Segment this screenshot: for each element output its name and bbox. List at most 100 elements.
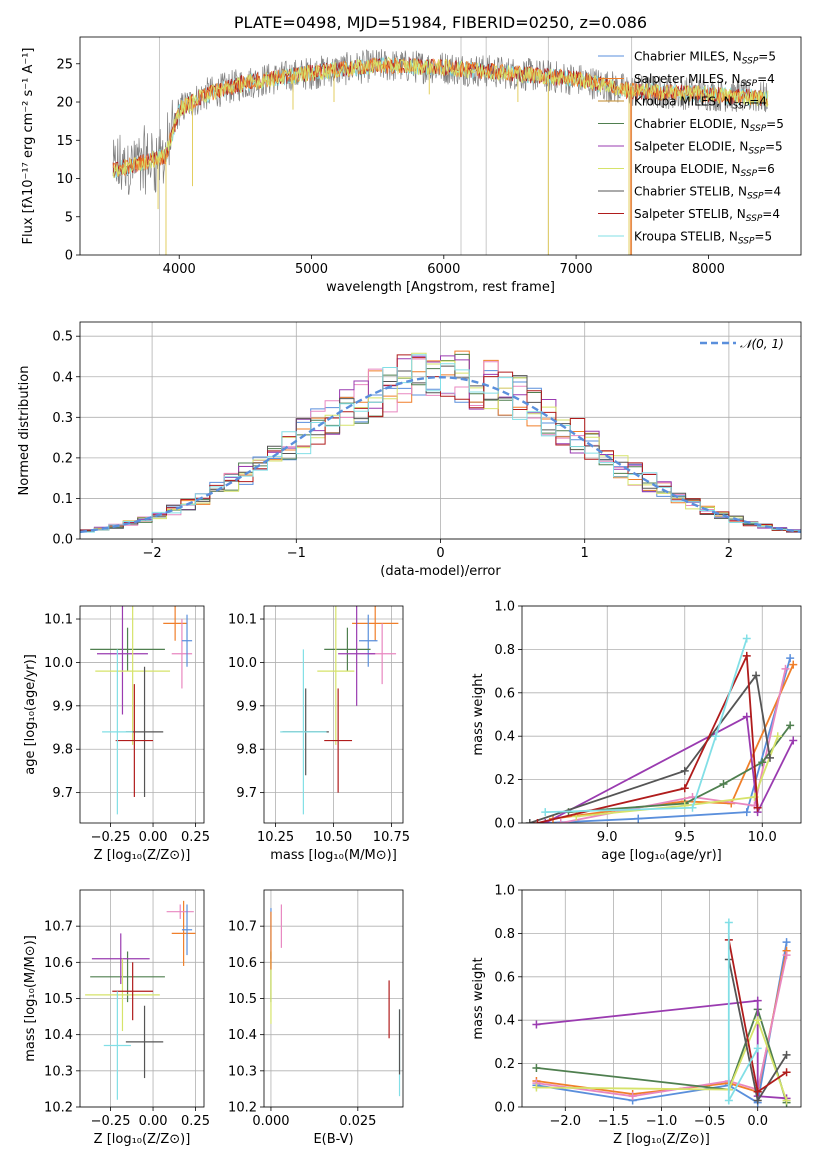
legend-text: Kroupa STELIB, N	[634, 230, 738, 244]
legend-text: Chabrier MILES, N	[634, 50, 742, 64]
y-tick-label: 0.8	[494, 927, 515, 942]
x-tick-label: −1.0	[646, 1114, 678, 1129]
y-tick-label: 9.7	[236, 786, 257, 801]
x-tick-label: 10.75	[373, 830, 410, 845]
series-marker	[724, 918, 733, 927]
series-marker	[753, 1096, 762, 1105]
series-marker	[724, 1096, 733, 1105]
series-line	[545, 638, 748, 813]
axes-frame	[79, 889, 205, 1108]
series-line	[544, 715, 795, 823]
legend-sub: SSP	[747, 192, 764, 202]
legend-tail: =4	[749, 95, 767, 109]
y-tick-label: 0.1	[52, 492, 73, 507]
x-tick-label: 8000	[692, 262, 725, 277]
y-tick-label: 10.0	[44, 656, 73, 671]
series-marker	[773, 732, 782, 741]
y-tick-label: 0.0	[52, 533, 73, 548]
y-tick-label: 0.2	[494, 1057, 515, 1072]
y-tick-label: 0.2	[494, 773, 515, 788]
y-tick-label: 1.0	[494, 884, 515, 899]
x-tick-label: −1	[287, 546, 306, 561]
y-tick-label: 10.2	[228, 1101, 257, 1116]
legend-text: Chabrier ELODIE, N	[634, 117, 750, 131]
plot-area	[80, 350, 801, 534]
y-tick-label: 25	[56, 57, 73, 72]
series-marker	[742, 634, 751, 643]
y-tick-label: 0.0	[494, 1101, 515, 1116]
series-marker	[533, 819, 542, 823]
y-tick-label: 0.4	[494, 1014, 515, 1029]
series-marker	[781, 664, 790, 673]
series-marker	[766, 753, 774, 762]
legend-tail: =4	[764, 185, 782, 199]
x-tick-label: 0	[436, 546, 444, 561]
plot-area	[280, 606, 399, 815]
series-marker	[789, 736, 798, 745]
axes-age_vs_Z: −0.25 0.00 0.25 9.7 9.8 9.9 10.0 10.1 Z [log₁₀(Z…	[23, 605, 210, 863]
legend-entry: Salpeter STELIB, NSSP=4	[634, 207, 780, 224]
y-tick-label: 10.7	[228, 920, 257, 935]
y-tick-label: 10.5	[228, 992, 257, 1007]
legend-tail: =6	[757, 162, 775, 176]
axes-age_vs_mass: 10.25 10.50 10.75 9.7 9.8 9.9 10.0 10.1 mass [lo…	[228, 605, 410, 863]
series-marker	[532, 1083, 541, 1092]
x-tick-label: 0.00	[139, 830, 168, 845]
series-line	[545, 657, 791, 823]
legend-tail: =5	[766, 117, 784, 131]
y-tick-label: 0.0	[494, 817, 515, 832]
axes-frame	[263, 889, 404, 1108]
series-marker	[711, 732, 720, 741]
y-tick-label: 0	[65, 249, 73, 264]
x-tick-label: −0.25	[91, 830, 131, 845]
series-marker	[782, 1050, 791, 1059]
axes-spectrum: 4000 5000 6000 7000 8000 0 5 10 15 20 25 wavelength…	[21, 36, 802, 295]
x-tick-label: −2	[143, 546, 162, 561]
legend-entry: Salpeter MILES, NSSP=4	[634, 72, 775, 89]
x-tick-label: 4000	[163, 262, 196, 277]
series-marker	[719, 779, 728, 788]
series-line	[536, 1017, 788, 1101]
axes-frame	[79, 36, 802, 256]
x-tick-label: 0.025	[339, 1114, 376, 1129]
x-tick-label: −1.5	[598, 1114, 630, 1129]
plot-area	[270, 904, 401, 1097]
legend-sub: SSP	[733, 102, 750, 112]
spectrum-line	[112, 57, 769, 177]
series-marker	[789, 660, 798, 669]
y-tick-label: 0.5	[52, 330, 73, 345]
series-marker	[782, 1068, 791, 1077]
legend-tail: =5	[758, 50, 776, 64]
y-tick-label: 10.5	[44, 992, 73, 1007]
y-axis-label: mass [log₁₀(M/M⊙)]	[23, 935, 38, 1062]
x-axis-label: wavelength [Angstrom, rest frame]	[326, 280, 555, 295]
y-axis-label: Normed distribution	[17, 366, 32, 496]
legend-text: Kroupa MILES, N	[634, 95, 733, 109]
series-marker	[752, 671, 761, 680]
legend-entry: Chabrier MILES, NSSP=5	[634, 50, 776, 67]
x-tick-label: 6000	[427, 262, 460, 277]
y-tick-label: 10.6	[44, 956, 73, 971]
y-tick-label: 10.2	[44, 1101, 73, 1116]
x-tick-label: 2	[725, 546, 733, 561]
y-tick-label: 0.3	[52, 411, 73, 426]
series-marker	[742, 651, 751, 660]
y-tick-label: 9.8	[236, 743, 257, 758]
series-marker	[680, 784, 689, 793]
series-marker	[680, 766, 689, 775]
series-line	[576, 735, 779, 818]
legend-text: Salpeter MILES, N	[634, 72, 741, 86]
legend-tail: =5	[754, 230, 772, 244]
series-line	[537, 652, 759, 823]
series-marker	[628, 1092, 637, 1101]
legend-tail: =4	[762, 207, 780, 221]
legend-sub: SSP	[748, 147, 765, 157]
y-tick-label: 10.3	[228, 1064, 257, 1079]
legend-entry: Salpeter ELODIE, NSSP=5	[634, 140, 783, 157]
y-tick-label: 0.8	[494, 643, 515, 658]
series-marker	[753, 1044, 762, 1053]
legend-entry: Kroupa ELODIE, NSSP=6	[634, 162, 775, 179]
x-axis-label: mass [log₁₀(M/M⊙)]	[270, 848, 397, 863]
legend-text: Salpeter STELIB, N	[634, 207, 746, 221]
